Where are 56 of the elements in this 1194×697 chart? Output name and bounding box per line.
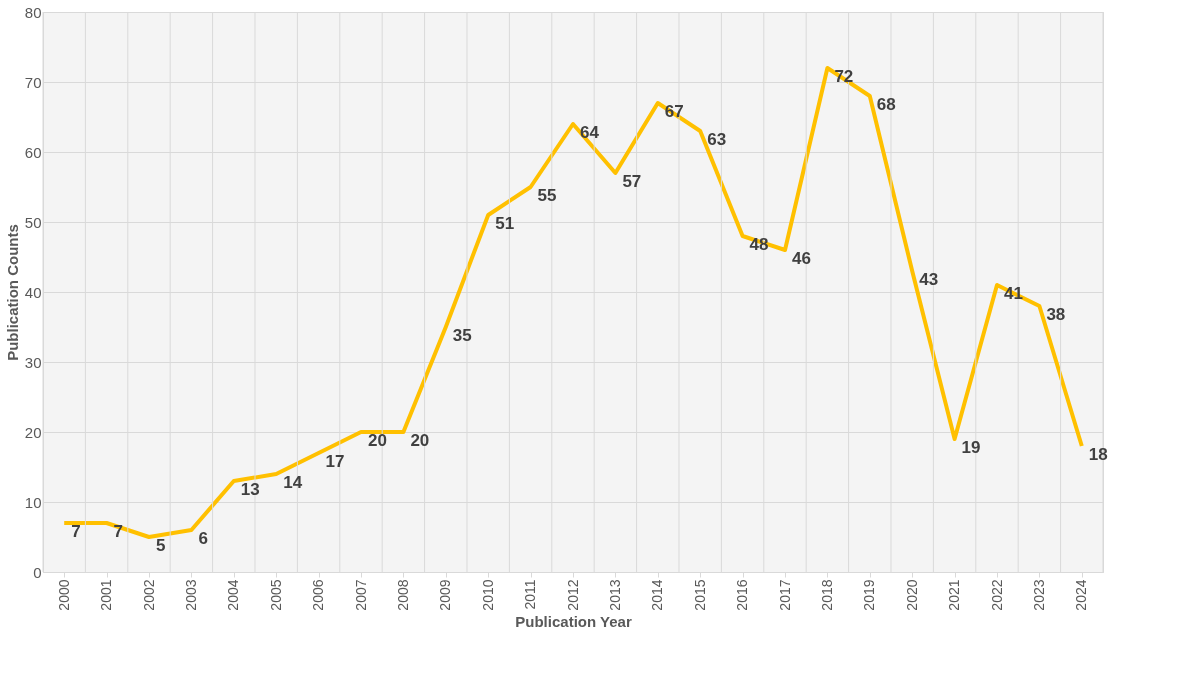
x-axis-title: Publication Year <box>515 612 632 630</box>
data-label: 20 <box>368 431 387 450</box>
data-label: 38 <box>1046 305 1066 324</box>
y-tick-label: 40 <box>24 283 42 301</box>
data-label: 35 <box>452 326 472 345</box>
x-tick-label: 2003 <box>182 579 199 611</box>
x-tick-label: 2013 <box>606 579 623 611</box>
y-tick-label: 20 <box>24 423 42 441</box>
x-tick-label: 2004 <box>225 579 242 611</box>
y-tick-label: 0 <box>33 563 42 581</box>
x-tick-label: 2016 <box>734 579 751 611</box>
x-tick-label: 2008 <box>394 579 411 611</box>
y-tick-label: 60 <box>24 143 42 161</box>
x-tick-label: 2000 <box>55 579 72 611</box>
y-tick-label: 50 <box>24 213 42 231</box>
x-tick-label: 2006 <box>310 579 327 611</box>
data-label: 46 <box>792 249 811 268</box>
y-tick-label: 10 <box>24 493 42 511</box>
x-tick-label: 2017 <box>776 579 793 611</box>
x-tick-label: 2023 <box>1030 579 1047 611</box>
data-label: 19 <box>961 438 981 457</box>
data-label: 14 <box>283 473 303 492</box>
data-label: 68 <box>876 95 896 114</box>
data-label: 51 <box>495 214 515 233</box>
data-label: 63 <box>707 130 727 149</box>
x-tick-label: 2002 <box>140 579 157 611</box>
x-tick-label: 2021 <box>946 579 963 611</box>
data-label: 17 <box>325 452 345 471</box>
data-label: 43 <box>919 270 939 289</box>
x-tick-label: 2024 <box>1073 579 1090 611</box>
y-axis-title: Publication Counts <box>3 224 21 361</box>
y-tick-label: 70 <box>24 73 42 91</box>
x-tick-label: 2011 <box>522 579 539 610</box>
data-label: 5 <box>156 536 166 555</box>
x-tick-label: 2007 <box>352 579 369 611</box>
data-label: 13 <box>240 480 260 499</box>
x-tick-label: 2015 <box>691 579 708 611</box>
x-tick-label: 2010 <box>479 579 496 611</box>
data-label: 7 <box>71 522 81 541</box>
data-label: 55 <box>537 186 557 205</box>
y-tick-label: 80 <box>24 3 42 21</box>
data-label: 20 <box>410 431 430 450</box>
data-label: 57 <box>622 172 642 191</box>
y-tick-label: 30 <box>24 353 42 371</box>
x-tick-label: 2009 <box>437 579 454 611</box>
x-tick-label: 2019 <box>861 579 878 611</box>
data-label: 64 <box>580 123 600 142</box>
x-tick-label: 2012 <box>564 579 581 611</box>
x-tick-label: 2001 <box>98 579 115 611</box>
data-label: 18 <box>1088 445 1108 464</box>
x-tick-label: 2022 <box>988 579 1005 611</box>
x-tick-label: 2018 <box>818 579 835 611</box>
x-tick-label: 2005 <box>267 579 284 611</box>
x-tick-label: 2014 <box>649 579 666 611</box>
data-label: 6 <box>198 529 208 548</box>
x-tick-label: 2020 <box>903 579 920 611</box>
